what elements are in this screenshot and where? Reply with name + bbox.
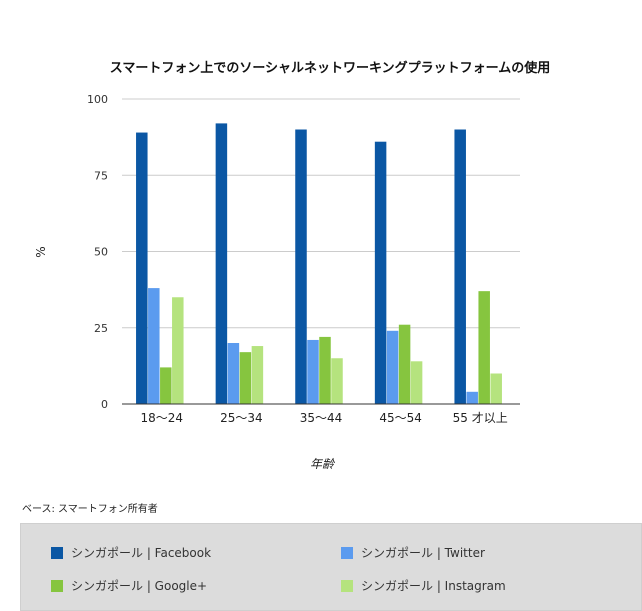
legend-swatch-facebook [51, 546, 63, 559]
y-tick-label: 0 [101, 398, 108, 411]
bar[interactable] [331, 358, 343, 404]
bar[interactable] [454, 129, 466, 405]
axes: 100 75 50 25 0 18〜24 25〜34 35〜44 45〜54 55 才以上 [87, 93, 520, 425]
legend-swatch-twitter [341, 546, 353, 559]
x-tick-label: 25〜34 [220, 411, 263, 425]
y-tick-label: 50 [94, 246, 108, 259]
legend-item-googleplus[interactable]: シンガポール | Google+ [51, 577, 207, 594]
legend-item-twitter[interactable]: シンガポール | Twitter [341, 544, 485, 561]
legend-item-facebook[interactable]: シンガポール | Facebook [51, 544, 211, 561]
x-axis-title: 年齢 [310, 457, 336, 471]
legend-swatch-googleplus [51, 579, 63, 592]
legend-item-instagram[interactable]: シンガポール | Instagram [341, 577, 506, 594]
bar[interactable] [386, 330, 399, 404]
legend-label-facebook: シンガポール | Facebook [71, 546, 212, 560]
legend-label-twitter: シンガポール | Twitter [361, 546, 485, 560]
bar[interactable] [466, 391, 478, 404]
bar[interactable] [136, 132, 148, 405]
bar[interactable] [398, 324, 411, 404]
bar[interactable] [215, 123, 228, 405]
bar[interactable] [374, 141, 387, 404]
bar[interactable] [319, 336, 331, 404]
legend-swatch-instagram [341, 579, 353, 592]
bar[interactable] [160, 367, 172, 404]
bar[interactable] [239, 352, 252, 404]
y-tick-label: 100 [87, 93, 108, 106]
chart: スマートフォン上でのソーシャルネットワーキングプラットフォームの使用 100 75… [34, 60, 551, 471]
x-tick-label: 18〜24 [141, 411, 184, 425]
bar[interactable] [227, 343, 240, 404]
x-tick-label: 55 才以上 [453, 411, 508, 425]
chart-title: スマートフォン上でのソーシャルネットワーキングプラットフォームの使用 [110, 60, 551, 76]
x-tick-label: 35〜44 [300, 411, 343, 425]
legend: シンガポール | Facebook シンガポール | Twitter シンガポー… [20, 523, 642, 611]
y-tick-label: 75 [94, 169, 108, 182]
legend-label-googleplus: シンガポール | Google+ [71, 579, 208, 593]
bar[interactable] [478, 291, 490, 404]
bar[interactable] [410, 361, 423, 404]
bar[interactable] [172, 297, 184, 404]
bar[interactable] [251, 346, 264, 404]
legend-label-instagram: シンガポール | Instagram [361, 579, 506, 593]
bars [136, 123, 502, 405]
base-note: ベース: スマートフォン所有者 [22, 504, 158, 515]
y-axis-title: % [34, 246, 48, 257]
y-tick-label: 25 [94, 322, 108, 335]
bar[interactable] [295, 129, 307, 405]
grid [122, 98, 520, 329]
bar[interactable] [307, 339, 319, 404]
bar[interactable] [490, 373, 502, 405]
x-tick-label: 45〜54 [379, 411, 422, 425]
bar[interactable] [148, 288, 160, 404]
